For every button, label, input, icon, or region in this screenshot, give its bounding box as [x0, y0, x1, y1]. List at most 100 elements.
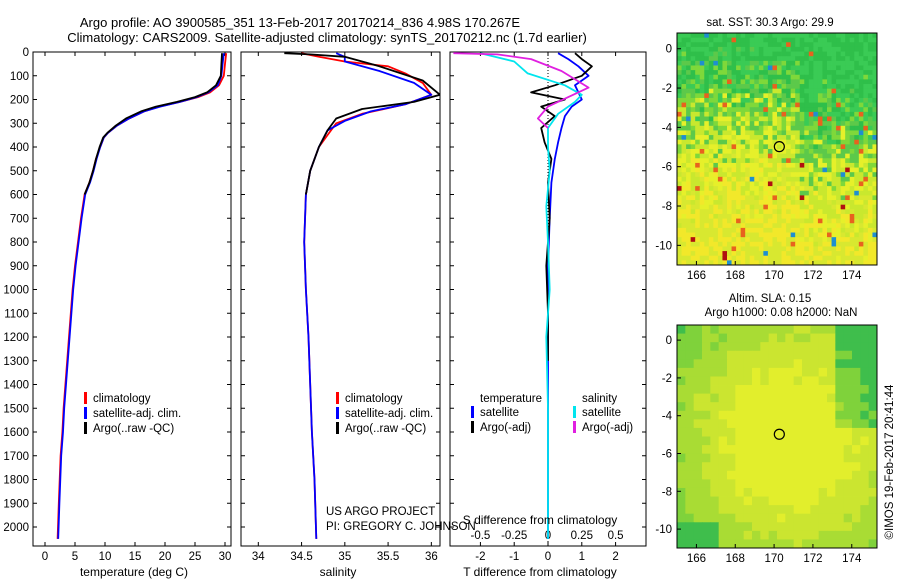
- heatmap-cell: [731, 260, 737, 266]
- heatmap-cell: [717, 51, 723, 57]
- heatmap-cell: [793, 367, 803, 377]
- heatmap-cell: [752, 427, 761, 437]
- heatmap-cell: [763, 149, 769, 155]
- heatmap-cell: [827, 393, 836, 403]
- heatmap-cell: [690, 223, 696, 229]
- heatmap-cell: [860, 513, 870, 523]
- heatmap-cell: [822, 209, 828, 215]
- heatmap-cell: [854, 158, 860, 164]
- heatmap-cell: [695, 60, 701, 66]
- heatmap-cell: [686, 74, 692, 80]
- heatmap-cell: [758, 223, 764, 229]
- heatmap-cell: [695, 107, 701, 113]
- heatmap-cell: [827, 436, 836, 446]
- y-tick-label: 1100: [4, 308, 29, 320]
- heatmap-cell: [717, 97, 723, 103]
- heatmap-cell: [817, 139, 823, 145]
- heatmap-cell: [717, 209, 723, 215]
- heatmap-cell: [868, 470, 878, 480]
- heatmap-cell: [817, 227, 823, 233]
- heatmap-cell: [772, 158, 778, 164]
- x-tick-label: 30: [219, 551, 232, 563]
- heatmap-cell: [754, 139, 760, 145]
- heatmap-cell: [802, 342, 811, 352]
- heatmap-cell: [758, 33, 764, 39]
- heatmap-cell: [827, 46, 832, 52]
- heatmap-cell: [704, 181, 710, 187]
- heatmap-cell: [677, 88, 682, 94]
- heatmap-cell: [858, 218, 864, 224]
- heatmap-cell: [781, 51, 787, 57]
- heatmap-cell: [840, 46, 846, 52]
- heatmap-cell: [836, 209, 842, 215]
- heatmap-cell: [713, 181, 719, 187]
- heatmap-cell: [860, 342, 870, 352]
- heatmap-cell: [795, 116, 801, 122]
- heatmap-cell: [690, 88, 696, 94]
- heatmap-cell: [863, 107, 869, 113]
- heatmap-cell: [802, 505, 811, 515]
- heatmap-cell: [843, 470, 853, 480]
- heatmap-cell: [713, 158, 719, 164]
- heatmap-cell: [843, 436, 853, 446]
- heatmap-cell: [772, 135, 778, 141]
- heatmap-cell: [835, 427, 845, 437]
- heatmap-cell: [710, 376, 720, 386]
- heatmap-cell: [727, 367, 736, 377]
- heatmap-cell: [772, 33, 778, 39]
- heatmap-cell: [840, 111, 846, 117]
- heatmap-cell: [710, 410, 720, 420]
- heatmap-cell: [713, 204, 719, 210]
- temp-legend-swatch-satellite: [84, 407, 87, 419]
- heatmap-cell: [822, 33, 828, 39]
- heatmap-cell: [760, 410, 770, 420]
- heatmap-cell: [681, 181, 687, 187]
- heatmap-cell: [677, 539, 686, 549]
- heatmap-cell: [804, 176, 810, 182]
- heatmap-cell: [867, 93, 873, 99]
- heatmap-cell: [827, 445, 836, 455]
- heatmap-cell: [740, 260, 746, 266]
- heatmap-cell: [681, 37, 687, 43]
- heatmap-cell: [760, 522, 770, 532]
- heatmap-cell: [863, 65, 869, 71]
- heatmap-cell: [754, 60, 760, 66]
- heatmap-cell: [818, 522, 828, 532]
- heatmap-cell: [872, 251, 878, 257]
- heatmap-cell: [777, 445, 786, 455]
- heatmap-cell: [722, 60, 728, 66]
- heatmap-cell: [708, 251, 714, 257]
- heatmap-cell: [868, 385, 878, 395]
- heatmap-cell: [735, 522, 745, 532]
- heatmap-cell: [831, 60, 837, 66]
- heatmap-cell: [790, 33, 796, 39]
- heatmap-cell: [722, 158, 728, 164]
- heatmap-cell: [710, 393, 720, 403]
- heatmap-cell: [872, 56, 878, 62]
- heatmap-cell: [858, 111, 864, 117]
- heatmap-cell: [690, 218, 696, 224]
- heatmap-cell: [722, 84, 728, 90]
- y-tick-label: 1500: [3, 403, 29, 415]
- heatmap-cell: [699, 162, 705, 168]
- heatmap-cell: [831, 93, 837, 99]
- heatmap-cell: [786, 51, 792, 57]
- heatmap-cell: [790, 213, 796, 219]
- heatmap-cell: [772, 130, 778, 136]
- heatmap-cell: [745, 51, 751, 57]
- heatmap-cell: [852, 462, 861, 472]
- heatmap-cell: [708, 153, 714, 159]
- heatmap-cell: [749, 60, 755, 66]
- heatmap-cell: [690, 251, 696, 257]
- heatmap-cell: [799, 176, 805, 182]
- heatmap-cell: [790, 186, 796, 192]
- heatmap-cell: [795, 232, 801, 238]
- heatmap-cell: [710, 513, 720, 523]
- heatmap-cell: [818, 410, 828, 420]
- project-credit: US ARGO PROJECT: [326, 506, 435, 518]
- heatmap-cell: [740, 153, 746, 159]
- heatmap-cell: [808, 65, 814, 71]
- heatmap-cell: [840, 255, 846, 261]
- heatmap-cell: [813, 200, 819, 206]
- heatmap-cell: [727, 97, 732, 103]
